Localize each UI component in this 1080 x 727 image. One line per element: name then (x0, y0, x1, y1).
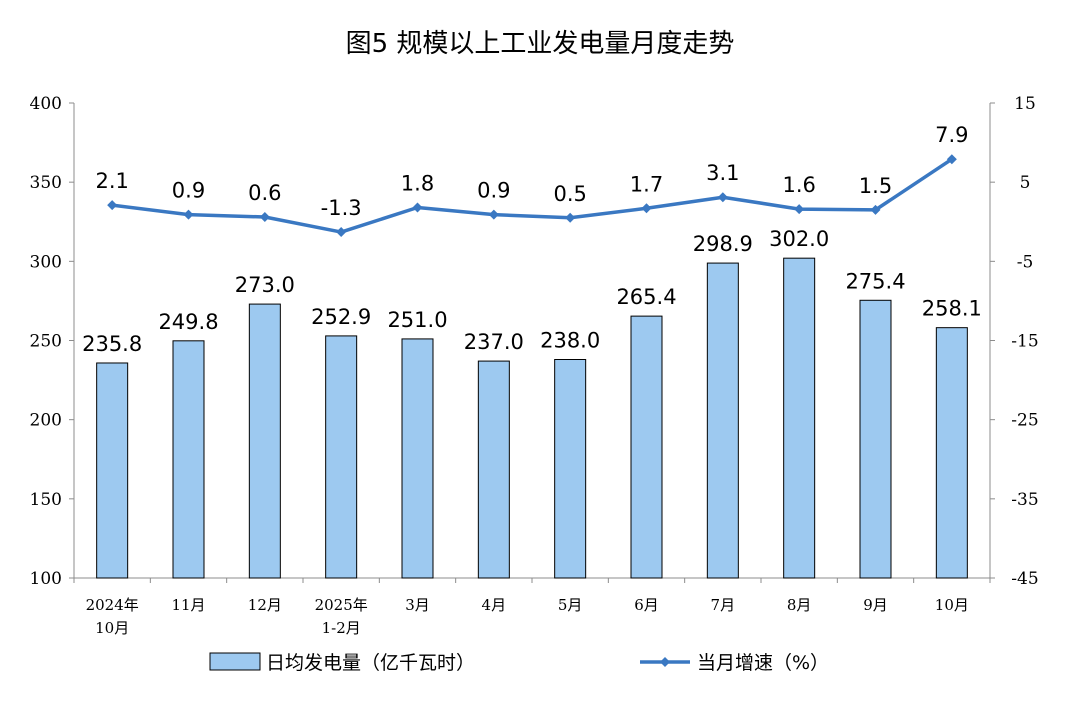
x-tick-label: 10月 (95, 619, 129, 637)
line-data-label: 3.1 (706, 161, 739, 185)
y-left-tick-label: 250 (30, 332, 62, 352)
line-point (488, 209, 499, 220)
x-tick-label: 4月 (482, 596, 507, 614)
y-left-tick-label: 400 (30, 94, 62, 114)
x-tick-label: 2024年 (86, 596, 139, 614)
y-right-tick-label: 5 (1020, 173, 1031, 193)
line-series: 2.1 0.9 0.6 -1.3 1.8 0.9 0.5 1.7 3.1 1.6 1.5 7.9 (95, 123, 969, 238)
x-tick-label: 5月 (558, 596, 583, 614)
bar-data-label: 251.0 (387, 308, 447, 332)
x-tick-label: 7月 (711, 596, 736, 614)
x-tick-label: 3月 (405, 596, 430, 614)
bar-data-label: 275.4 (845, 269, 905, 293)
line-point (412, 202, 423, 213)
y-right-tick-label: -15 (1011, 332, 1038, 352)
bar (401, 338, 434, 579)
y-right-tick-label: -35 (1011, 490, 1038, 510)
line-point (946, 154, 957, 165)
y-left-tick-label: 200 (30, 411, 62, 431)
y-left-tick-label: 150 (30, 490, 62, 510)
y-left-tick-label: 350 (30, 173, 62, 193)
line-data-label: 7.9 (935, 123, 968, 147)
legend-line-marker (660, 657, 670, 667)
bar-data-label: 273.0 (235, 273, 295, 297)
legend-bar-label: 日均发电量（亿千瓦时） (266, 652, 475, 674)
bar-series: 235.8 249.8 273.0 252.9 251.0 237.0 238.0 265.4… (82, 227, 982, 579)
line-data-label: 1.5 (859, 174, 892, 198)
line-data-label: 1.7 (630, 172, 663, 196)
bar (935, 327, 968, 579)
line-data-label: 0.9 (477, 179, 510, 203)
line-point (794, 204, 805, 215)
line-point (183, 209, 194, 220)
bar (172, 340, 205, 579)
bar (325, 335, 358, 579)
bar-data-label: 258.1 (922, 297, 982, 321)
bar-data-label: 298.9 (693, 232, 753, 256)
bar-data-label: 238.0 (540, 329, 600, 353)
y-right-tick-label: -25 (1011, 411, 1038, 431)
x-tick-label: 11月 (171, 596, 205, 614)
y-right-tick-label: -45 (1011, 569, 1038, 589)
x-tick-label: 9月 (863, 596, 888, 614)
x-tick-label: 2025年 (315, 596, 368, 614)
y-right-tick-label: 15 (1014, 94, 1036, 114)
bar-data-label: 252.9 (311, 305, 371, 329)
line-data-label: 1.8 (401, 172, 434, 196)
y-right-tick-label: -5 (1017, 252, 1034, 272)
line-data-label: -1.3 (321, 196, 362, 220)
line-point (107, 200, 118, 211)
growth-line (111, 157, 953, 234)
legend-line-label: 当月增速（%） (697, 652, 829, 674)
legend-bar-swatch (209, 652, 261, 671)
line-point (870, 204, 881, 215)
bar (859, 299, 892, 579)
legend: 日均发电量（亿千瓦时） 当月增速（%） (209, 652, 829, 674)
chart-title: 图5 规模以上工业发电量月度走势 (346, 29, 735, 59)
bar-data-label: 249.8 (158, 310, 218, 334)
line-point (717, 192, 728, 203)
line-point (259, 212, 270, 222)
bar-data-label: 265.4 (616, 285, 676, 309)
line-data-label: 0.5 (553, 182, 586, 206)
x-tick-label: 6月 (634, 596, 659, 614)
bar-data-label: 237.0 (464, 330, 524, 354)
y-left-tick-label: 100 (30, 569, 62, 589)
x-tick-label: 10月 (935, 596, 969, 614)
line-data-label: 1.6 (782, 173, 815, 197)
x-tick-label: 8月 (787, 596, 812, 614)
line-data-label: 0.6 (248, 181, 281, 205)
bar (783, 257, 816, 579)
bar (630, 315, 663, 579)
axes: 100 150 200 250 300 350 400 -45 -35 -25 -15 -5 5 15 20… (30, 94, 1039, 637)
bar (554, 359, 587, 579)
line-point (336, 227, 347, 238)
bar-data-label: 302.0 (769, 227, 829, 251)
line-point (641, 203, 652, 214)
line-data-label: 2.1 (95, 169, 128, 193)
bar (706, 262, 739, 579)
line-data-label: 0.9 (172, 179, 205, 203)
x-tick-label: 1-2月 (322, 619, 361, 637)
bar (248, 303, 281, 579)
y-left-tick-label: 300 (30, 252, 62, 272)
bar (96, 362, 129, 579)
line-point (565, 212, 576, 223)
bar (477, 360, 510, 579)
x-tick-label: 12月 (248, 596, 282, 614)
bar-data-label: 235.8 (82, 332, 142, 356)
